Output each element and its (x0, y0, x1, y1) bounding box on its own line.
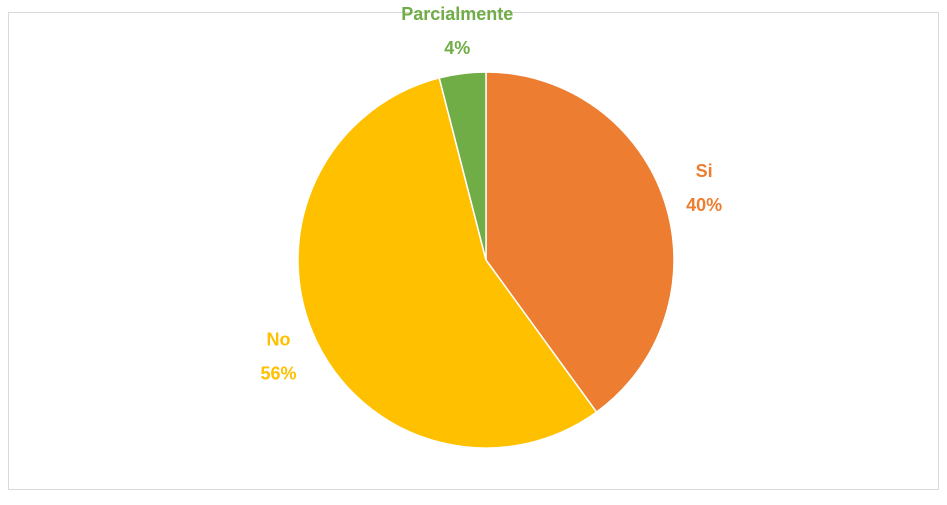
pie-slice (485, 71, 675, 414)
slice-label: Parcialmente (401, 4, 513, 24)
slice-label: Si (696, 161, 713, 181)
value-label: 40% (686, 195, 722, 215)
pie-slice (438, 71, 487, 261)
value-label: 4% (444, 38, 470, 58)
value-label: 56% (260, 363, 296, 383)
slice-label: No (266, 329, 290, 349)
pie-slice (297, 76, 598, 449)
